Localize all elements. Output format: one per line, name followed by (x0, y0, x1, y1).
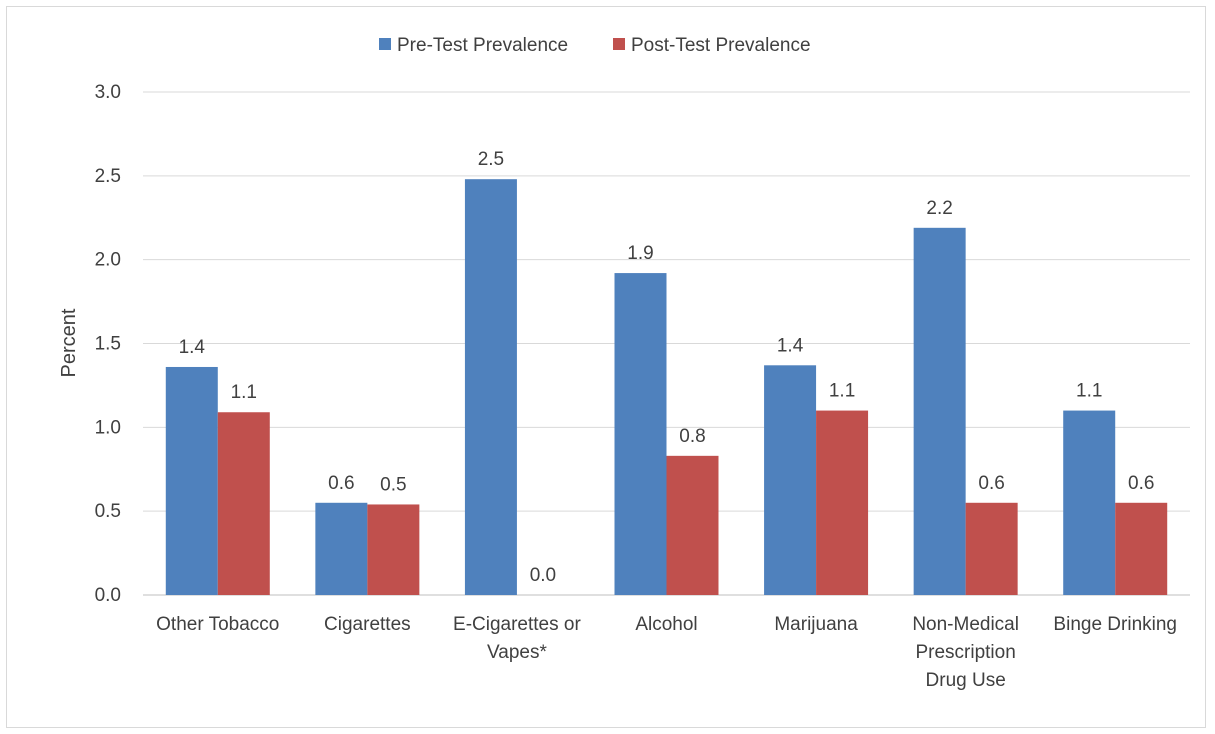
y-tick-label: 0.5 (95, 501, 121, 522)
legend-label: Pre-Test Prevalence (397, 35, 568, 56)
data-label: 1.4 (777, 335, 804, 356)
bar-pre-test (913, 227, 966, 595)
bar-pre-test (764, 365, 817, 595)
bar-pre-test (165, 366, 218, 595)
data-label: 0.5 (380, 474, 406, 495)
bar-post-test (1115, 502, 1168, 595)
x-tick-label: Drug Use (926, 670, 1006, 691)
legend-swatch (613, 38, 625, 50)
x-tick-label: Cigarettes (324, 614, 411, 635)
legend-label: Post-Test Prevalence (631, 35, 811, 56)
x-tick-label: Non-Medical (912, 614, 1019, 635)
data-label: 1.1 (1076, 381, 1102, 402)
data-label: 1.1 (829, 381, 855, 402)
data-label: 1.4 (179, 337, 206, 358)
x-tick-label: Other Tobacco (156, 614, 279, 635)
bars (165, 179, 1168, 596)
bar-post-test (666, 455, 719, 595)
data-label: 1.9 (627, 243, 653, 264)
bar-post-test (367, 504, 420, 595)
x-tick-label: Prescription (915, 642, 1015, 663)
x-tick-label: Vapes* (487, 642, 547, 663)
y-axis-title: Percent (58, 308, 80, 377)
x-tick-label: Alcohol (635, 614, 697, 635)
y-tick-label: 1.5 (95, 334, 121, 355)
bar-post-test (217, 412, 270, 595)
y-tick-label: 0.0 (95, 585, 121, 606)
data-labels: 1.4 1.1 0.6 0.5 2.5 0.0 1.9 0.8 1.4 1.1 2.2 0.6 1.1 0… (179, 149, 1155, 586)
y-axis: 0.0 0.5 1.0 1.5 2.0 2.5 3.0 (95, 82, 121, 606)
bar-pre-test (464, 179, 517, 596)
bar-post-test (816, 410, 869, 595)
data-label: 0.0 (530, 565, 556, 586)
legend: Pre-Test Prevalence Post-Test Prevalence (379, 35, 811, 56)
data-label: 0.8 (679, 426, 705, 447)
x-tick-label: Marijuana (774, 614, 858, 635)
bar-pre-test (1063, 410, 1116, 595)
data-label: 1.1 (231, 382, 257, 403)
data-label: 2.2 (926, 198, 952, 219)
y-tick-label: 3.0 (95, 82, 121, 103)
x-axis: Other Tobacco Cigarettes E-Cigarettes or Va… (156, 614, 1177, 691)
y-tick-label: 1.0 (95, 417, 121, 438)
y-tick-label: 2.0 (95, 250, 121, 271)
bar-pre-test (315, 502, 368, 595)
data-label: 0.6 (328, 473, 354, 494)
bar-pre-test (614, 273, 667, 595)
y-tick-label: 2.5 (95, 166, 121, 187)
legend-swatch (379, 38, 391, 50)
x-tick-label: E-Cigarettes or (453, 614, 581, 635)
bar-post-test (965, 502, 1018, 595)
data-label: 0.6 (1128, 473, 1154, 494)
data-label: 0.6 (978, 473, 1004, 494)
x-tick-label: Binge Drinking (1053, 614, 1177, 635)
data-label: 2.5 (478, 149, 504, 170)
